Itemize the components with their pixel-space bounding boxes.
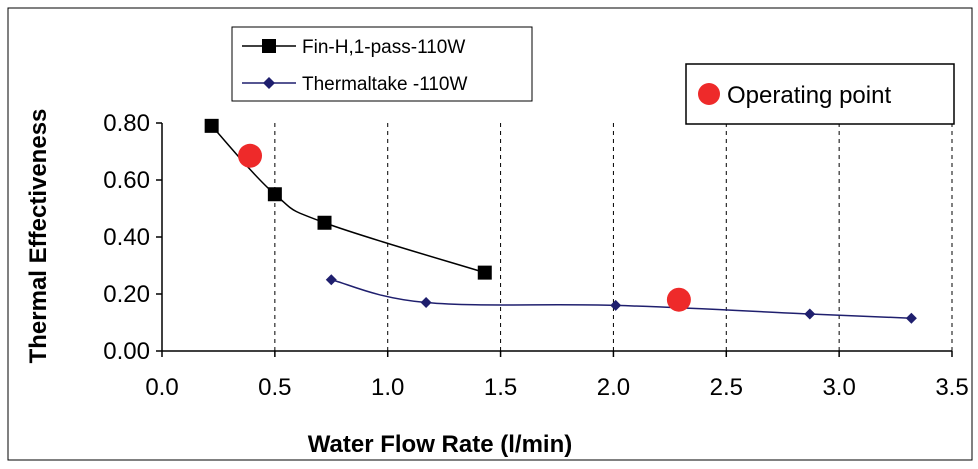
operating-point-box <box>685 63 955 125</box>
operating-point-marker <box>238 143 263 168</box>
operating-point-key-dot <box>698 83 720 105</box>
data-point-diamond <box>905 312 917 324</box>
legend: Fin-H,1-pass-110W Thermaltake -110W <box>231 26 533 102</box>
legend-label-fin-h: Fin-H,1-pass-110W <box>302 37 465 58</box>
legend-marker-diamond <box>263 77 275 89</box>
y-tick-label: 0.00 <box>103 338 150 365</box>
legend-marker-square <box>262 39 276 53</box>
data-point-diamond <box>325 274 337 286</box>
axes <box>156 122 953 357</box>
x-tick-label: 0.0 <box>145 374 178 401</box>
x-tick-label: 3.0 <box>822 374 855 401</box>
x-tick-label: 3.5 <box>935 374 968 401</box>
operating-point-key: Operating point <box>685 63 955 125</box>
operating-point-label: Operating point <box>727 82 891 109</box>
operating-point-marker <box>666 287 691 312</box>
x-tick-label: 0.5 <box>258 374 291 401</box>
data-point-square <box>317 215 332 230</box>
y-tick-label: 0.20 <box>103 281 150 308</box>
y-tick-label: 0.80 <box>103 110 150 137</box>
data-point-diamond <box>610 299 622 311</box>
y-tick-label: 0.60 <box>103 167 150 194</box>
y-axis-title: Thermal Effectiveness <box>25 109 52 364</box>
data-point-diamond <box>420 297 432 309</box>
x-tick-label: 2.5 <box>710 374 743 401</box>
grid-lines <box>274 123 953 351</box>
x-tick-label: 1.0 <box>371 374 404 401</box>
legend-box <box>231 26 533 102</box>
data-point-square <box>267 187 282 202</box>
legend-label-thermaltake: Thermaltake -110W <box>302 74 467 95</box>
data-point-square <box>477 265 492 280</box>
x-axis-title: Water Flow Rate (l/min) <box>308 431 572 458</box>
x-tick-label: 1.5 <box>484 374 517 401</box>
data-point-square <box>204 118 219 133</box>
x-tick-label: 2.0 <box>597 374 630 401</box>
data-point-diamond <box>804 308 816 320</box>
y-tick-label: 0.40 <box>103 224 150 251</box>
series-layer <box>204 118 917 324</box>
tick-labels: 0.00 0.20 0.40 0.60 0.80 0.0 0.5 1.0 1.5 2.0 2.5 3.… <box>103 110 968 401</box>
